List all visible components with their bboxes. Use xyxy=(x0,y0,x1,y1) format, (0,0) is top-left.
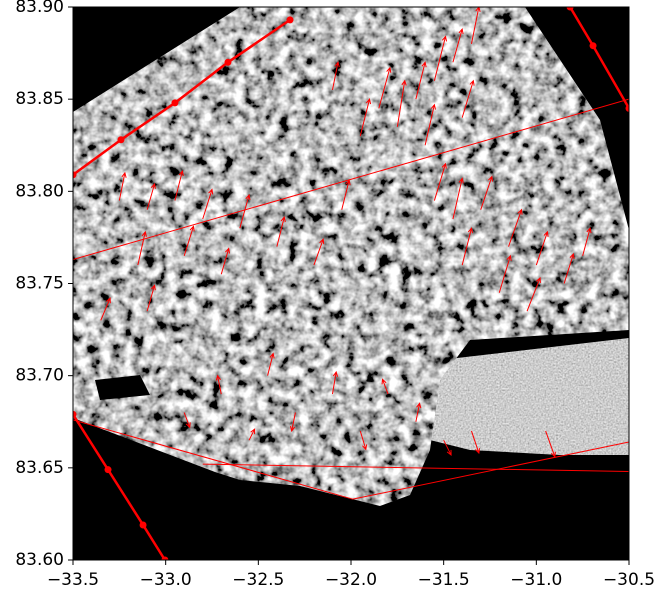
track-point xyxy=(139,521,147,529)
track-point xyxy=(625,104,629,112)
vector-arrow xyxy=(378,66,392,109)
x-tick-label: −31.5 xyxy=(418,570,470,590)
vector-layer xyxy=(73,7,629,560)
vector-arrow xyxy=(100,297,111,321)
vector-arrow xyxy=(563,252,575,284)
vector-arrow xyxy=(183,412,191,429)
track-point xyxy=(286,16,294,24)
vector-arrow xyxy=(202,188,214,220)
y-tick-label: 83.70 xyxy=(15,366,64,386)
y-tick-label: 83.75 xyxy=(15,274,64,294)
vector-arrow xyxy=(215,374,222,395)
track-line xyxy=(73,419,629,500)
vector-arrow xyxy=(433,162,447,201)
vector-arrow xyxy=(424,103,437,146)
x-tick-label: −31.0 xyxy=(510,570,562,590)
y-tick-label: 83.65 xyxy=(15,458,64,478)
vector-arrow xyxy=(359,430,368,451)
sar-image xyxy=(73,7,629,506)
track-line xyxy=(202,463,629,473)
vector-arrow xyxy=(313,238,325,266)
vector-arrow xyxy=(470,7,481,44)
vector-arrow xyxy=(248,428,256,441)
vector-arrow xyxy=(174,169,184,201)
vector-arrow xyxy=(118,171,127,201)
y-tick-label: 83.90 xyxy=(15,0,64,17)
track-point xyxy=(589,42,597,50)
vector-arrow xyxy=(146,182,156,210)
vector-arrow xyxy=(341,179,351,210)
y-tick-label: 83.85 xyxy=(15,89,64,109)
vector-arrow xyxy=(220,247,231,275)
vector-arrow xyxy=(276,216,286,247)
vector-arrow xyxy=(267,352,275,376)
vector-arrow xyxy=(381,378,389,395)
x-tick-label: −33.5 xyxy=(47,570,99,590)
vector-arrow xyxy=(461,79,475,118)
vector-arrow xyxy=(433,35,448,81)
y-tick-label: 83.80 xyxy=(15,181,64,201)
vector-arrow xyxy=(498,254,512,293)
x-tick-label: −32.5 xyxy=(232,570,284,590)
vector-arrow xyxy=(331,61,340,91)
vector-arrow xyxy=(470,430,481,455)
vector-arrow xyxy=(508,208,523,247)
vector-arrow xyxy=(396,79,407,127)
vector-arrow xyxy=(183,225,195,256)
vector-arrow xyxy=(452,28,464,63)
track-point xyxy=(566,7,574,11)
x-tick-label: −32.0 xyxy=(325,570,377,590)
track-point xyxy=(224,58,232,66)
vector-arrow xyxy=(526,276,541,312)
vector-arrow xyxy=(289,412,296,433)
track-point xyxy=(104,466,112,474)
track-point xyxy=(117,136,125,144)
smooth-ice xyxy=(430,338,629,455)
track-point xyxy=(73,410,77,418)
vector-arrow xyxy=(137,230,147,266)
track-point xyxy=(171,99,179,107)
vector-arrow xyxy=(239,193,251,229)
track-point xyxy=(161,556,169,560)
vector-arrow xyxy=(146,284,156,312)
vector-arrow xyxy=(452,177,464,220)
vector-arrow xyxy=(545,430,556,458)
x-tick-label: −33.0 xyxy=(140,570,192,590)
vector-arrow xyxy=(480,175,493,210)
dark-patch xyxy=(95,375,150,400)
vector-arrow xyxy=(443,439,452,456)
vector-arrow xyxy=(331,370,339,395)
vector-arrow xyxy=(359,98,372,137)
vector-arrow xyxy=(415,61,427,100)
y-tick-label: 83.60 xyxy=(15,550,64,570)
track-line xyxy=(73,98,629,261)
vector-arrow xyxy=(461,227,473,266)
rough-ice xyxy=(73,7,629,506)
vector-arrow xyxy=(535,230,549,266)
vector-arrow xyxy=(582,227,592,256)
vector-arrow xyxy=(415,402,422,422)
track-point xyxy=(73,171,77,179)
track-line xyxy=(73,413,166,560)
x-tick-label: −30.5 xyxy=(603,570,655,590)
